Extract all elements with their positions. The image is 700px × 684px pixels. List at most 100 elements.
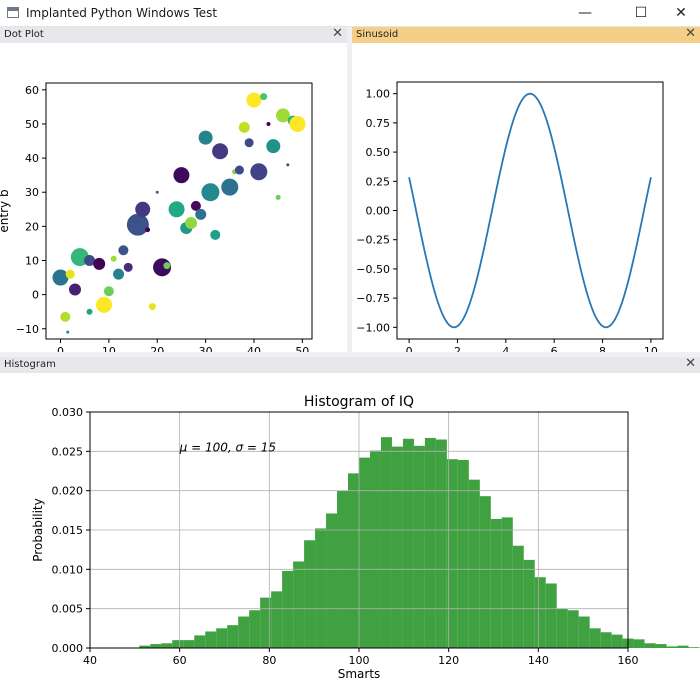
y-tick-label: 0.030 xyxy=(52,406,84,419)
y-tick-label: −0.50 xyxy=(356,263,390,276)
y-tick-label: 0.50 xyxy=(366,146,391,159)
sinusoid-panel-header[interactable]: Sinusoid ✕ xyxy=(352,27,700,43)
histogram-bar xyxy=(512,545,524,648)
histogram-bar xyxy=(567,610,579,648)
scatter-point xyxy=(126,213,149,236)
scatter-point xyxy=(173,167,190,184)
histogram-bar xyxy=(271,591,283,648)
scatter-point xyxy=(246,92,262,108)
x-tick-label: 40 xyxy=(83,654,97,667)
histogram-bar xyxy=(249,610,261,648)
x-tick-label: 2 xyxy=(454,345,461,352)
y-tick-label: 0.75 xyxy=(366,117,391,130)
y-tick-label: 20 xyxy=(25,220,39,233)
histogram-bar xyxy=(457,459,469,648)
y-tick-label: −0.25 xyxy=(356,234,390,247)
x-tick-label: 4 xyxy=(502,345,509,352)
scatter-point xyxy=(244,138,254,148)
scatter-point xyxy=(148,303,156,311)
sinusoid-line xyxy=(408,92,652,329)
scatter-point xyxy=(260,93,268,101)
histogram-bar xyxy=(424,437,436,648)
x-tick-label: 10 xyxy=(102,345,116,352)
scatter-point xyxy=(198,130,213,145)
histogram-bar xyxy=(655,644,667,648)
histogram-panel-header[interactable]: Histogram ✕ xyxy=(0,357,700,373)
scatter-point xyxy=(65,269,75,279)
scatter-point xyxy=(123,262,133,272)
scatter-point xyxy=(238,121,250,133)
scatter-point xyxy=(145,227,151,233)
dot-plot-close-icon[interactable]: ✕ xyxy=(332,27,343,41)
window-title: Implanted Python Windows Test xyxy=(26,6,218,20)
y-tick-label: 1.00 xyxy=(366,88,391,101)
window-titlebar: Implanted Python Windows Test — ☐ ✕ xyxy=(0,0,700,27)
scatter-point xyxy=(201,183,220,202)
scatter-point xyxy=(60,311,71,322)
y-tick-label: 0.015 xyxy=(52,524,84,537)
sinusoid-chart: 0 2 4 6 8 10 −1.00 −0.75 −0.50 −0.25 0.00 0.25 0.50 0… xyxy=(356,81,664,352)
x-tick-label: 100 xyxy=(349,654,370,667)
histogram-bar xyxy=(293,561,305,648)
histogram-bar xyxy=(479,496,491,648)
histogram-bar xyxy=(611,634,623,648)
histogram-title: Histogram of IQ xyxy=(304,394,414,410)
scatter-point xyxy=(210,229,221,240)
x-tick-label: 40 xyxy=(247,345,261,352)
x-axis-label: Smarts xyxy=(338,667,381,681)
histogram-bar xyxy=(402,438,414,648)
y-tick-label: −10 xyxy=(16,323,39,336)
scatter-point xyxy=(190,200,201,211)
histogram-bar xyxy=(644,643,656,648)
scatter-point xyxy=(135,201,151,217)
histogram-bar xyxy=(348,473,359,648)
scatter-point xyxy=(286,163,290,167)
x-tick-label: 6 xyxy=(551,345,558,352)
histogram-bar xyxy=(282,570,294,648)
histogram-bar xyxy=(677,645,689,648)
y-tick-label: 0.010 xyxy=(52,563,84,576)
sinusoid-close-icon[interactable]: ✕ xyxy=(685,27,696,41)
dot-plot-panel: Dot Plot ✕ 0 10 20 30 40 50 −10 0 10 20 30 40 50 60 en… xyxy=(0,27,347,352)
scatter-point xyxy=(289,115,306,132)
histogram-close-icon[interactable]: ✕ xyxy=(685,357,696,371)
sinusoid-panel: Sinusoid ✕ 0 2 4 6 8 10 −1.00 −0.75 −0.50 −0.25 0.… xyxy=(352,27,700,352)
scatter-point xyxy=(163,262,171,270)
y-tick-label: 50 xyxy=(25,118,39,131)
scatter-point xyxy=(110,255,117,262)
histogram-bar xyxy=(600,632,612,648)
x-tick-label: 30 xyxy=(199,345,213,352)
y-tick-label: 0.025 xyxy=(52,445,84,458)
histogram-bar xyxy=(490,518,502,648)
minimize-icon[interactable]: — xyxy=(578,5,592,21)
scatter-point xyxy=(168,201,185,218)
maximize-icon[interactable]: ☐ xyxy=(634,5,648,21)
scatter-point xyxy=(275,108,290,123)
histogram-bar xyxy=(194,635,206,648)
histogram-bar xyxy=(413,445,425,648)
histogram-bar xyxy=(589,628,601,648)
scatter-point xyxy=(69,283,82,296)
x-tick-label: 80 xyxy=(262,654,276,667)
y-tick-label: 0.005 xyxy=(52,603,84,616)
x-tick-label: 160 xyxy=(618,654,639,667)
y-tick-label: 0.000 xyxy=(52,642,84,655)
histogram-panel-title: Histogram xyxy=(4,359,56,370)
x-tick-label: 120 xyxy=(438,654,459,667)
scatter-point xyxy=(266,121,271,126)
histogram-bar xyxy=(326,513,338,648)
scatter-point xyxy=(250,163,268,181)
scatter-point xyxy=(103,286,114,297)
histogram-bar xyxy=(150,644,162,648)
close-window-icon[interactable]: ✕ xyxy=(675,5,687,21)
histogram-bar xyxy=(523,559,535,648)
histogram-bar xyxy=(260,597,272,648)
histogram-bar xyxy=(216,628,228,648)
y-tick-label: 40 xyxy=(25,152,39,165)
dot-plot-panel-header[interactable]: Dot Plot ✕ xyxy=(0,27,347,43)
y-tick-label: −1.00 xyxy=(356,321,390,334)
histogram-panel: Histogram ✕ 40 60 80 100 120 140 160 0.000 0.005… xyxy=(0,357,700,684)
x-tick-label: 10 xyxy=(644,345,658,352)
scatter-point xyxy=(84,254,96,266)
histogram-bar xyxy=(161,643,173,648)
